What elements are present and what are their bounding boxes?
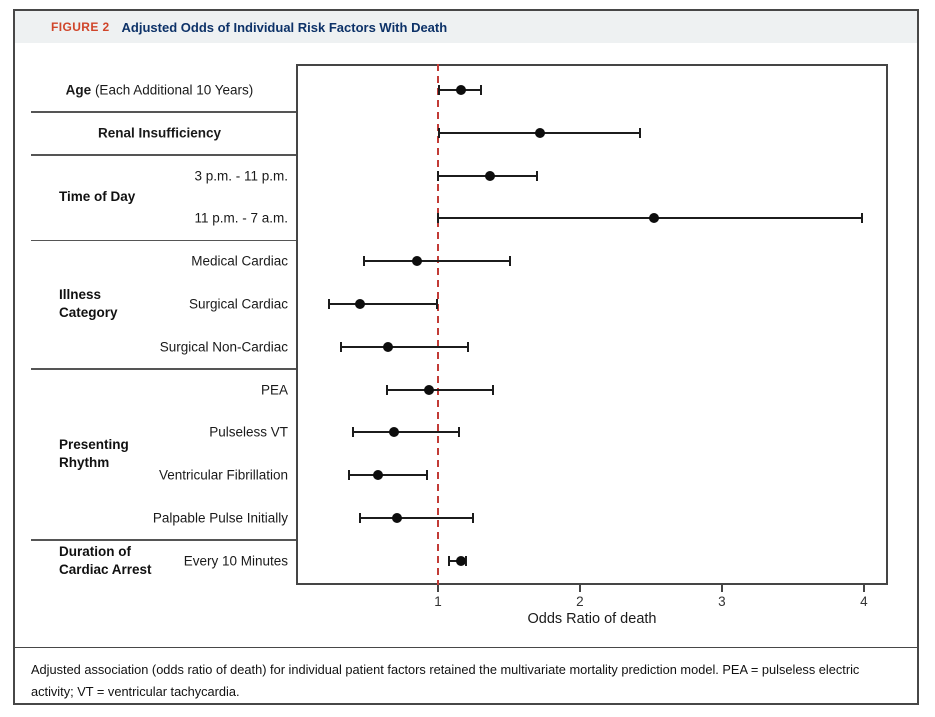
ci-cap-low xyxy=(385,384,388,395)
ci-cap-high xyxy=(536,170,539,181)
x-tick xyxy=(720,585,723,592)
x-tick-label: 2 xyxy=(576,594,584,609)
x-tick-label: 4 xyxy=(860,594,868,609)
figure-panel: FIGURE 2 Adjusted Odds of Individual Ris… xyxy=(13,9,919,705)
ci-line xyxy=(348,474,427,477)
row-label: 3 p.m. - 11 p.m. xyxy=(31,168,288,183)
point-marker xyxy=(648,213,659,224)
ci-line xyxy=(386,388,494,391)
x-tick xyxy=(436,585,439,592)
point-marker xyxy=(535,127,546,138)
ci-cap-high xyxy=(638,127,641,138)
point-marker xyxy=(455,85,466,95)
row-label: Surgical Non-Cardiac xyxy=(31,339,288,354)
point-marker xyxy=(485,170,496,181)
x-tick xyxy=(578,585,581,592)
ci-line xyxy=(341,345,468,348)
ci-line xyxy=(364,260,511,263)
row-label-text: (Each Additional 10 Years) xyxy=(91,82,254,98)
row-label: Age (Each Additional 10 Years) xyxy=(31,83,288,98)
group-label: Duration of Cardiac Arrest xyxy=(59,543,152,577)
reference-line xyxy=(436,64,439,585)
ci-cap-low xyxy=(340,341,343,352)
ci-cap-high xyxy=(458,427,461,438)
row-label-text: Medical Cardiac xyxy=(191,253,288,269)
separator-line xyxy=(31,239,296,242)
row-label-bold: Renal Insufficiency xyxy=(97,125,222,141)
group-label: Presenting Rhythm xyxy=(59,436,129,470)
point-marker xyxy=(455,555,466,566)
row-label-text: Pulseless VT xyxy=(209,424,288,440)
ci-cap-low xyxy=(363,256,366,267)
row-label-text: Ventricular Fibrillation xyxy=(158,467,288,483)
ci-cap-high xyxy=(479,85,482,95)
row-label: Pulseless VT xyxy=(31,425,288,440)
ci-cap-high xyxy=(466,341,469,352)
separator-line xyxy=(31,368,296,370)
row-label: Medical Cardiac xyxy=(31,254,288,269)
row-label: Palpable Pulse Initially xyxy=(31,511,288,526)
row-label-text: PEA xyxy=(260,382,288,398)
ci-cap-high xyxy=(861,213,864,224)
ci-cap-high xyxy=(472,513,475,523)
row-label-bold: Age xyxy=(65,82,92,98)
figure-number-label: FIGURE 2 xyxy=(51,20,110,34)
ci-cap-high xyxy=(465,555,468,566)
row-label-text: Every 10 Minutes xyxy=(183,553,288,569)
forest-plot: 1 2 3 4 Age (Each Additional 10 Years) Renal … xyxy=(15,11,917,651)
ci-cap-low xyxy=(351,427,354,438)
row-label: Renal Insufficiency xyxy=(31,125,288,140)
row-label-text: 3 p.m. - 11 p.m. xyxy=(194,168,288,184)
ci-cap-low xyxy=(436,170,439,181)
row-label: Every 10 Minutes xyxy=(31,553,288,568)
point-marker xyxy=(354,299,365,309)
row-label: 11 p.m. - 7 a.m. xyxy=(31,211,288,226)
row-label-text: 11 p.m. - 7 a.m. xyxy=(194,210,288,226)
ci-cap-low xyxy=(347,470,350,481)
row-label-text: Surgical Non-Cardiac xyxy=(159,339,288,355)
ci-cap-low xyxy=(448,555,451,566)
ci-cap-high xyxy=(425,470,428,481)
row-label: Ventricular Fibrillation xyxy=(31,468,288,483)
figure-header: FIGURE 2 Adjusted Odds of Individual Ris… xyxy=(15,11,917,43)
ci-cap-low xyxy=(438,85,441,95)
point-marker xyxy=(424,384,435,395)
x-tick xyxy=(862,585,865,592)
point-marker xyxy=(388,427,399,438)
ci-line xyxy=(328,303,437,305)
ci-line xyxy=(359,517,474,519)
point-marker xyxy=(411,256,422,267)
x-tick-label: 3 xyxy=(718,594,726,609)
ci-cap-low xyxy=(327,299,330,309)
row-label-text: Surgical Cardiac xyxy=(188,296,288,312)
plot-box xyxy=(296,64,888,585)
ci-cap-high xyxy=(435,299,438,309)
point-marker xyxy=(383,341,394,352)
ci-cap-high xyxy=(509,256,512,267)
ci-cap-low xyxy=(358,513,361,523)
figure-caption: Adjusted association (odds ratio of deat… xyxy=(15,647,917,703)
separator-line xyxy=(31,111,296,113)
ci-cap-low xyxy=(436,213,439,224)
x-tick-label: 1 xyxy=(434,594,442,609)
ci-cap-low xyxy=(438,127,441,138)
figure-title: Adjusted Odds of Individual Risk Factors… xyxy=(121,19,448,35)
ci-cap-high xyxy=(492,384,495,395)
point-marker xyxy=(373,470,384,481)
ci-line xyxy=(352,431,460,434)
separator-line xyxy=(31,539,296,541)
group-label: Illness Category xyxy=(59,286,118,320)
separator-line xyxy=(31,154,296,156)
group-label: Time of Day xyxy=(59,188,136,204)
row-label: PEA xyxy=(31,382,288,397)
row-label-text: Palpable Pulse Initially xyxy=(152,510,288,526)
row-label: Surgical Cardiac xyxy=(31,297,288,312)
point-marker xyxy=(391,513,402,523)
x-axis-title: Odds Ratio of death xyxy=(527,611,657,627)
